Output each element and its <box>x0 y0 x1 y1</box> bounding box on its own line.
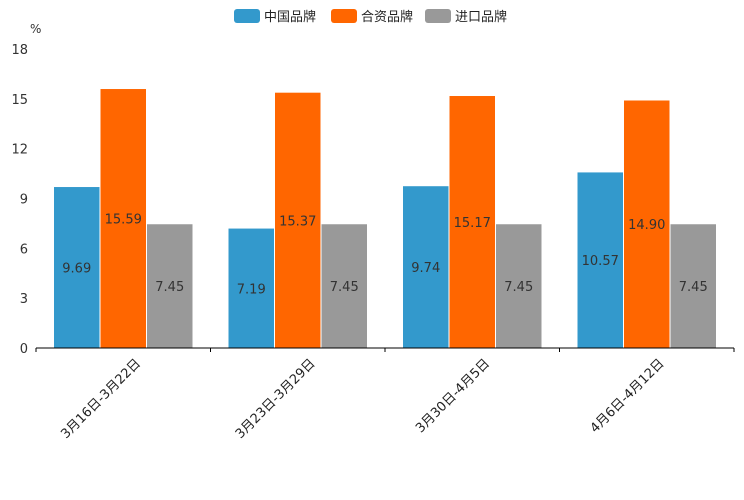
bar <box>228 228 274 348</box>
y-axis-unit-label: % <box>30 22 41 36</box>
legend: 中国品牌 合资品牌 进口品牌 <box>234 9 507 25</box>
x-tick-label: 3月16日-3月22日 <box>58 356 144 442</box>
y-axis: 0 3 6 9 12 15 18 <box>11 43 28 357</box>
bar-data-label: 7.45 <box>155 280 184 295</box>
bar <box>496 224 542 348</box>
bar <box>403 186 449 348</box>
y-tick-label: 0 <box>20 342 28 357</box>
y-tick-label: 9 <box>20 193 28 208</box>
legend-label: 合资品牌 <box>361 9 413 25</box>
bar-data-labels: 9.69 7.19 9.74 10.57 15.59 15.37 15.17 14.90 7.4… <box>62 213 707 298</box>
bar-data-label: 7.45 <box>679 280 708 295</box>
bar-data-label: 15.17 <box>454 216 491 231</box>
bar-data-label: 10.57 <box>582 254 619 269</box>
bar <box>147 224 193 348</box>
y-tick-label: 18 <box>11 43 28 58</box>
legend-swatch <box>425 9 451 23</box>
bar-data-label: 15.59 <box>105 213 142 228</box>
x-tick-label: 3月30日-4月5日 <box>413 356 493 436</box>
bar <box>275 92 321 348</box>
bar <box>670 224 716 348</box>
x-tick-label: 4月6日-4月12日 <box>588 356 668 436</box>
bar <box>100 89 146 348</box>
legend-swatch <box>234 9 260 23</box>
bar <box>449 96 495 348</box>
bars <box>54 89 716 348</box>
y-tick-label: 6 <box>20 242 28 257</box>
bar-data-label: 7.45 <box>504 280 533 295</box>
y-tick-label: 15 <box>11 93 28 108</box>
y-tick-label: 12 <box>11 143 28 158</box>
bar-data-label: 15.37 <box>279 214 316 229</box>
bar <box>321 224 367 348</box>
legend-label: 中国品牌 <box>264 9 316 25</box>
x-axis: 3月16日-3月22日 3月23日-3月29日 3月30日-4月5日 4月6日-4月1… <box>35 348 735 442</box>
x-tick-label: 3月23日-3月29日 <box>233 356 319 442</box>
legend-swatch <box>331 9 357 23</box>
bar <box>54 187 100 348</box>
bar-data-label: 9.69 <box>62 262 91 277</box>
bar-data-label: 7.19 <box>237 282 266 297</box>
bar-data-label: 7.45 <box>330 280 359 295</box>
bar-data-label: 14.90 <box>628 218 665 233</box>
bar-data-label: 9.74 <box>411 261 440 276</box>
bar <box>624 100 670 348</box>
legend-label: 进口品牌 <box>455 9 507 25</box>
bar <box>577 172 623 348</box>
y-tick-label: 3 <box>20 292 28 307</box>
